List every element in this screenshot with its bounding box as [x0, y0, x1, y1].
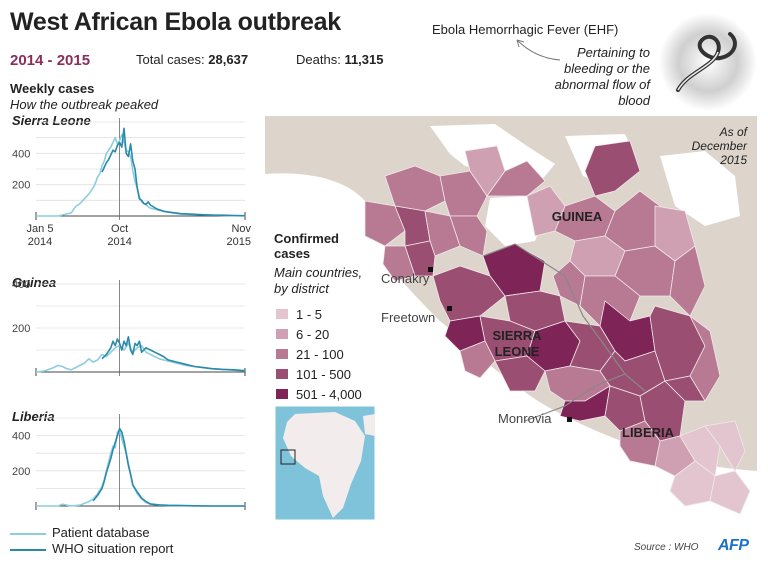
district [449, 215, 488, 257]
x-tick-label: Nov [231, 223, 251, 235]
ehf-definition: Pertaining to bleeding or the abnormal f… [554, 45, 650, 108]
legend-who-line [10, 549, 46, 551]
district [669, 245, 706, 317]
scale-swatch [276, 309, 288, 319]
scale-label: 101 - 500 [296, 366, 351, 382]
afp-logo: AFP [718, 537, 749, 554]
district [704, 420, 746, 472]
district [424, 210, 461, 257]
series-patient-line [36, 429, 245, 507]
africa-inset-map [274, 405, 376, 521]
district [494, 355, 546, 392]
chart-title: Guinea [12, 275, 56, 290]
deaths-value: 11,315 [344, 52, 384, 67]
total-cases-label: Total cases: [136, 52, 205, 67]
neighbour-region [660, 151, 740, 226]
district [584, 140, 641, 197]
chart-title: Liberia [12, 409, 55, 424]
country-label-liberia: LIBERIA [622, 425, 675, 440]
total-cases-stat: Total cases: 28,637 [136, 52, 248, 67]
city-marker-monrovia [567, 417, 572, 422]
city-marker-conakry [428, 267, 433, 272]
scale-legend-row: 501 - 4,000 [276, 384, 362, 404]
deaths-label: Deaths: [296, 52, 341, 67]
y-tick-label: 400 [12, 279, 30, 291]
city-label-freetown: Freetown [381, 310, 435, 325]
weekly-heading: Weekly cases [10, 81, 95, 96]
district [664, 375, 706, 402]
series-who-line [101, 127, 246, 217]
y-tick-label: 200 [12, 466, 30, 478]
district [619, 420, 661, 467]
chart-liberia: Liberia 200 400 [12, 409, 246, 510]
scale-label: 1 - 5 [296, 306, 323, 322]
district [679, 425, 721, 477]
scale-swatch [276, 329, 288, 339]
country-border [524, 373, 626, 422]
x-tick-label: 2015 [227, 236, 251, 248]
country-label-sierra-leone: LEONE [495, 344, 540, 359]
period-label: 2014 - 2015 [10, 52, 91, 69]
scale-legend-row: 101 - 500 [276, 364, 362, 384]
legend-who-label: WHO situation report [52, 541, 174, 556]
page-title: West African Ebola outbreak [10, 8, 341, 36]
weekly-subheading: How the outbreak peaked [10, 97, 159, 112]
ehf-title: Ebola Hemorrhagic Fever (EHF) [432, 22, 619, 37]
y-tick-label: 400 [12, 431, 30, 443]
ehf-pointer-arrow [516, 39, 561, 61]
source-label: Source : WHO [634, 542, 699, 553]
district [459, 340, 496, 379]
total-cases-value: 28,637 [208, 52, 249, 67]
chart-guinea: Guinea 200 400 [12, 275, 246, 376]
y-tick-label: 200 [12, 323, 30, 335]
district-polygons [364, 140, 751, 515]
scale-legend-row: 21 - 100 [276, 344, 362, 364]
scale-label: 6 - 20 [296, 326, 330, 342]
city-marker-freetown [447, 306, 452, 311]
scale-swatch [276, 349, 288, 359]
series-who-line [92, 427, 245, 507]
x-tick-label: Jan 5 [27, 223, 54, 235]
district-map: GUINEA SIERRA LEONE LIBERIA Conakry Free… [265, 116, 757, 524]
y-tick-label: 400 [12, 148, 30, 160]
scale-legend-row: 1 - 5 [276, 304, 362, 324]
district [364, 200, 406, 247]
inset-highlight-box [280, 449, 296, 465]
chart-title: Sierra Leone [12, 113, 91, 128]
as-of-label: 2015 [719, 153, 747, 167]
city-label-monrovia: Monrovia [498, 411, 552, 426]
x-tick-label: Oct [111, 223, 128, 235]
scale-swatch [276, 389, 288, 399]
country-label-sierra-leone: SIERRA [492, 328, 542, 343]
series-who-line [101, 336, 246, 372]
scale-label: 501 - 4,000 [296, 386, 362, 402]
country-label-guinea: GUINEA [552, 209, 603, 224]
scale-label: 21 - 100 [296, 346, 344, 362]
legend-patient-label: Patient database [52, 525, 150, 540]
map-legend-subtitle: Main countries, by district [274, 265, 363, 296]
map-legend-title: Confirmed cases [274, 231, 339, 261]
map-scale-legend: 1 - 5 6 - 20 21 - 100 101 - 500 501 - 4,000 [276, 304, 362, 404]
legend-patient-line [10, 533, 46, 535]
as-of-label: December [692, 139, 748, 153]
as-of-label: As of [719, 125, 749, 139]
scale-swatch [276, 369, 288, 379]
city-label-conakry: Conakry [381, 271, 430, 286]
y-tick-label: 200 [12, 180, 30, 192]
virus-image-icon [659, 13, 757, 111]
district [382, 245, 416, 282]
x-tick-label: 2014 [107, 236, 131, 248]
x-tick-label: 2014 [28, 236, 52, 248]
deaths-stat: Deaths: 11,315 [296, 52, 383, 67]
district [709, 470, 751, 515]
scale-legend-row: 6 - 20 [276, 324, 362, 344]
series-patient-line [36, 133, 246, 217]
